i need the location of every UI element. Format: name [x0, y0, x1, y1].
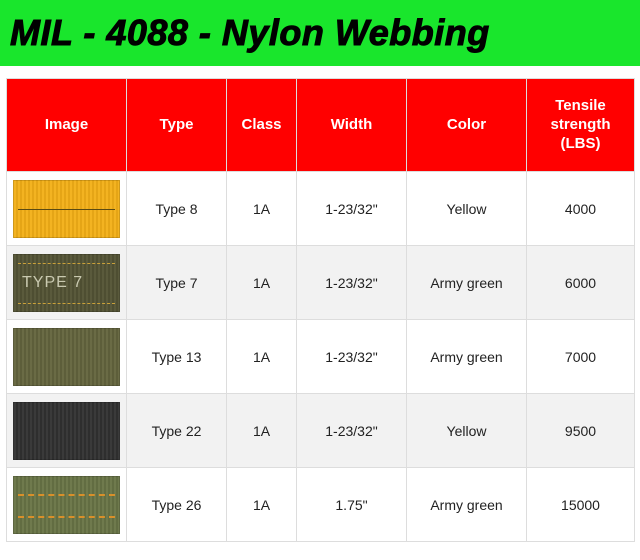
cell-type: Type 7 [127, 246, 227, 320]
cell-color: Army green [407, 246, 527, 320]
swatch-cell [7, 468, 127, 542]
swatch-label: TYPE 7 [22, 274, 83, 292]
cell-color: Yellow [407, 172, 527, 246]
cell-color: Yellow [407, 394, 527, 468]
swatch-cell [7, 394, 127, 468]
col-tensile: Tensile strength (LBS) [527, 79, 635, 172]
cell-tensile: 15000 [527, 468, 635, 542]
webbing-swatch [13, 402, 120, 460]
table-header-row: Image Type Class Width Color Tensile str… [7, 79, 635, 172]
cell-type: Type 13 [127, 320, 227, 394]
webbing-table: Image Type Class Width Color Tensile str… [6, 78, 635, 542]
col-color: Color [407, 79, 527, 172]
cell-type: Type 8 [127, 172, 227, 246]
col-width: Width [297, 79, 407, 172]
cell-width: 1-23/32" [297, 246, 407, 320]
cell-tensile: 9500 [527, 394, 635, 468]
swatch-cell: TYPE 7 [7, 246, 127, 320]
cell-color: Army green [407, 320, 527, 394]
col-type: Type [127, 79, 227, 172]
webbing-swatch [13, 328, 120, 386]
cell-class: 1A [227, 172, 297, 246]
cell-class: 1A [227, 468, 297, 542]
page-title: MIL - 4088 - Nylon Webbing [0, 0, 640, 66]
table-row: Type 261A1.75"Army green15000 [7, 468, 635, 542]
cell-class: 1A [227, 394, 297, 468]
table-container: Image Type Class Width Color Tensile str… [0, 66, 640, 548]
cell-tensile: 6000 [527, 246, 635, 320]
webbing-swatch [13, 476, 120, 534]
table-row: Type 81A1-23/32"Yellow4000 [7, 172, 635, 246]
cell-class: 1A [227, 320, 297, 394]
cell-width: 1-23/32" [297, 320, 407, 394]
cell-width: 1-23/32" [297, 394, 407, 468]
swatch-cell [7, 320, 127, 394]
table-row: TYPE 7 Type 71A1-23/32"Army green6000 [7, 246, 635, 320]
cell-type: Type 26 [127, 468, 227, 542]
table-row: Type 221A1-23/32"Yellow9500 [7, 394, 635, 468]
col-class: Class [227, 79, 297, 172]
swatch-cell [7, 172, 127, 246]
col-image: Image [7, 79, 127, 172]
cell-type: Type 22 [127, 394, 227, 468]
webbing-swatch [13, 180, 120, 238]
cell-tensile: 7000 [527, 320, 635, 394]
cell-class: 1A [227, 246, 297, 320]
cell-width: 1-23/32" [297, 172, 407, 246]
cell-width: 1.75" [297, 468, 407, 542]
cell-tensile: 4000 [527, 172, 635, 246]
webbing-swatch: TYPE 7 [13, 254, 120, 312]
cell-color: Army green [407, 468, 527, 542]
table-row: Type 131A1-23/32"Army green7000 [7, 320, 635, 394]
